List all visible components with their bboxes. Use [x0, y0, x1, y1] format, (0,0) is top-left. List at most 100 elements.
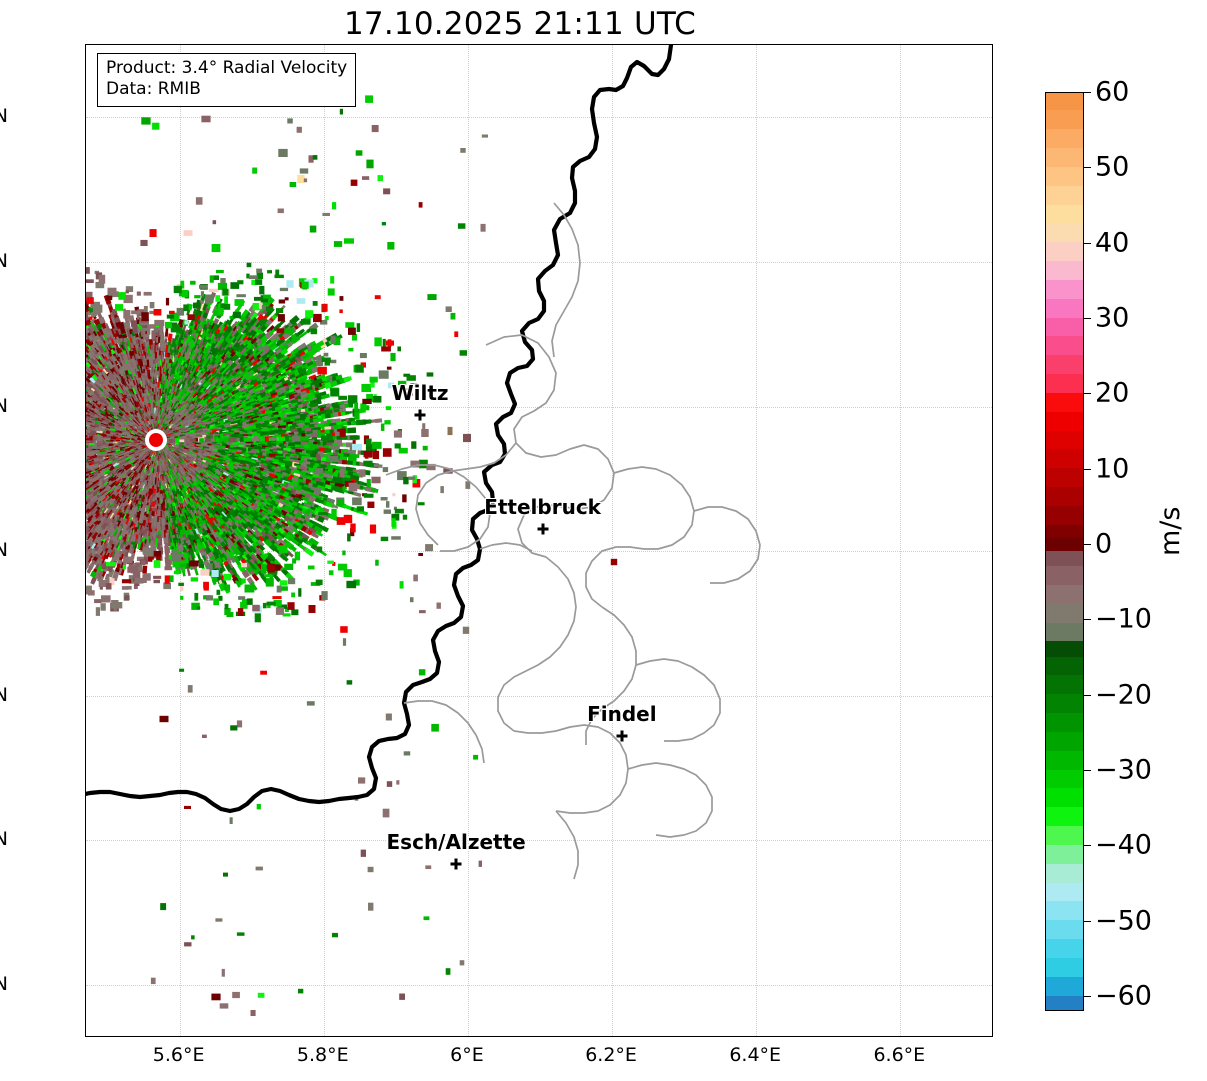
colorbar-band — [1046, 641, 1083, 658]
city-marker-icon — [537, 523, 549, 535]
colorbar-band — [1046, 826, 1083, 846]
colorbar-band — [1046, 603, 1083, 624]
colorbar-band — [1046, 449, 1083, 469]
gridline-horizontal — [86, 984, 992, 986]
city-label-ettelbruck: Ettelbruck — [484, 494, 601, 519]
colorbar-band — [1046, 317, 1083, 338]
internal-boundary-path — [385, 464, 491, 552]
city-label-wiltz: Wiltz — [391, 380, 449, 405]
internal-boundary-path — [485, 334, 615, 558]
product-info-box: Product: 3.4° Radial Velocity Data: RMIB — [97, 53, 357, 107]
gridline-vertical — [467, 45, 469, 1036]
colorbar-band — [1046, 355, 1083, 375]
colorbar-tick-mark — [1084, 995, 1091, 997]
colorbar-band — [1046, 920, 1083, 940]
y-axis-tick-label: 49.8°N — [0, 539, 8, 562]
y-axis-tick-label: 50.25°N — [0, 105, 8, 128]
colorbar-band — [1046, 713, 1083, 733]
city-marker-icon — [450, 858, 462, 870]
internal-boundary-path — [585, 606, 637, 745]
colorbar-tick-label: 40 — [1095, 227, 1130, 259]
y-axis-tick-label: 50.1°N — [0, 249, 8, 272]
colorbar-band — [1046, 656, 1083, 677]
city-marker-icon — [414, 409, 426, 421]
radar-site-marker — [144, 429, 167, 452]
colorbar-band — [1046, 807, 1083, 827]
colorbar-tick-label: −10 — [1095, 603, 1152, 635]
x-axis-tick-label: 6.4°E — [729, 1044, 782, 1066]
colorbar-band — [1046, 411, 1083, 432]
city-label-findel: Findel — [587, 702, 657, 727]
infobox-data-line: Data: RMIB — [106, 79, 201, 100]
colorbar-band — [1046, 976, 1083, 997]
colorbar-band — [1046, 537, 1083, 552]
colorbar-tick-label: 30 — [1095, 302, 1130, 334]
map-boundary-layer — [86, 45, 761, 880]
internal-boundary-path — [497, 556, 577, 732]
map-plot-area[interactable] — [85, 44, 993, 1037]
colorbar-band — [1046, 148, 1083, 168]
gridline-horizontal — [86, 840, 992, 842]
colorbar-band — [1046, 957, 1083, 978]
x-axis-tick-label: 6.2°E — [585, 1044, 637, 1066]
colorbar-tick-label: 20 — [1095, 377, 1130, 409]
colorbar-tick-label: −20 — [1095, 679, 1152, 711]
gridline-vertical — [900, 45, 902, 1036]
y-axis-tick-label: 49.95°N — [0, 394, 8, 417]
colorbar-band — [1046, 901, 1083, 921]
gridline-horizontal — [86, 551, 992, 553]
colorbar-band — [1046, 694, 1083, 714]
colorbar-band — [1046, 261, 1083, 281]
internal-boundary-path — [415, 442, 517, 546]
colorbar-tick-mark — [1084, 167, 1091, 169]
gridline-horizontal — [86, 695, 992, 697]
y-axis-tick-label: 49.35°N — [0, 972, 8, 995]
colorbar-tick-mark — [1084, 845, 1091, 847]
colorbar-band — [1046, 731, 1083, 752]
colorbar-tick-mark — [1084, 92, 1091, 93]
colorbar-band — [1046, 129, 1083, 149]
colorbar-band — [1046, 675, 1083, 695]
colorbar-tick-mark — [1084, 393, 1091, 395]
colorbar-tick-label: −60 — [1095, 980, 1152, 1012]
gridline-vertical — [612, 45, 614, 1036]
colorbar-band — [1046, 566, 1083, 586]
colorbar-band — [1046, 524, 1083, 539]
colorbar-tick-mark — [1084, 769, 1091, 771]
x-axis-tick-label: 5.8°E — [296, 1044, 349, 1066]
colorbar-band — [1046, 204, 1083, 225]
colorbar-tick-label: 50 — [1095, 151, 1130, 183]
colorbar-tick-label: 0 — [1095, 528, 1113, 560]
colorbar-band — [1046, 750, 1083, 771]
colorbar-tick-layer: 60 50 40 30 20 10 0 −10 −20 −30 −40 −50 −60 — [1084, 77, 1194, 1012]
colorbar-band — [1046, 863, 1083, 884]
colorbar-band — [1046, 392, 1083, 413]
infobox-product-line: Product: 3.4° Radial Velocity — [106, 58, 348, 78]
colorbar-tick-mark — [1084, 619, 1091, 621]
radar-echo-layer — [86, 90, 618, 1016]
city-label-esch-alzette: Esch/Alzette — [386, 830, 526, 855]
colorbar-band — [1046, 336, 1083, 356]
colorbar-band — [1046, 788, 1083, 808]
colorbar-band — [1046, 844, 1083, 865]
colorbar-band — [1046, 468, 1083, 488]
y-axis-tick-label: 49.5°N — [0, 828, 8, 851]
internal-boundary-path — [479, 542, 533, 552]
gridline-vertical — [323, 45, 325, 1036]
internal-boundary-path — [635, 658, 721, 742]
colorbar-band — [1046, 487, 1083, 507]
colorbar-band — [1046, 166, 1083, 187]
colorbar-tick-mark — [1084, 920, 1091, 922]
colorbar[interactable] — [1045, 92, 1084, 1011]
x-axis-tick-label: 6.6°E — [873, 1044, 926, 1066]
colorbar-band — [1046, 584, 1083, 605]
colorbar-band — [1046, 995, 1083, 1010]
colorbar-tick-mark — [1084, 543, 1091, 545]
internal-boundary-path — [403, 700, 485, 764]
colorbar-band — [1046, 622, 1083, 643]
internal-boundary-path — [551, 202, 581, 358]
colorbar-tick-label: −50 — [1095, 905, 1152, 937]
internal-boundary-path — [513, 724, 629, 814]
internal-boundary-path — [585, 466, 695, 608]
